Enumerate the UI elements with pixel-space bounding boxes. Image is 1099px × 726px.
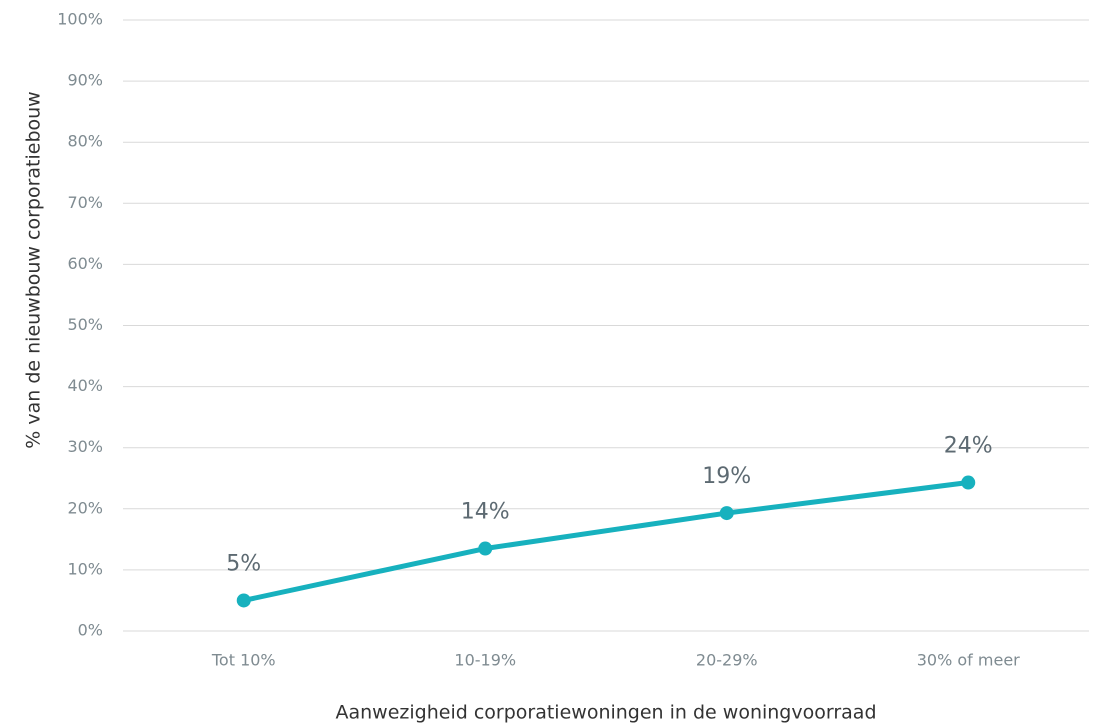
point — [961, 475, 976, 490]
y-tick-label: 90% — [67, 71, 103, 90]
y-tick-label: 20% — [67, 498, 103, 517]
y-tick-label: 50% — [67, 315, 103, 334]
line — [243, 480, 969, 603]
point — [478, 541, 493, 556]
data-label: 5% — [226, 551, 261, 576]
x-axis-title: Aanwezigheid corporatiewoningen in de wo… — [336, 702, 877, 724]
y-tick-label: 0% — [78, 621, 103, 640]
y-tick-label: 70% — [67, 193, 103, 212]
x-tick-label: 30% of meer — [917, 651, 1020, 670]
y-tick-label: 60% — [67, 254, 103, 273]
x-tick-label: Tot 10% — [211, 651, 276, 670]
x-tick-label: 10-19% — [454, 651, 516, 670]
data-label: 24% — [944, 434, 993, 459]
point — [236, 593, 251, 608]
y-tick-label: 40% — [67, 376, 103, 395]
y-tick-label: 30% — [67, 437, 103, 456]
x-tick-label: 20-29% — [696, 651, 758, 670]
y-tick-label: 80% — [67, 132, 103, 151]
y-tick-label: 10% — [67, 559, 103, 578]
data-label: 14% — [461, 500, 510, 525]
y-tick-label: 100% — [57, 10, 103, 29]
y-axis-title: % van de nieuwbouw corporatiebouw — [23, 91, 45, 448]
point — [719, 506, 734, 521]
data-label: 19% — [702, 464, 751, 489]
